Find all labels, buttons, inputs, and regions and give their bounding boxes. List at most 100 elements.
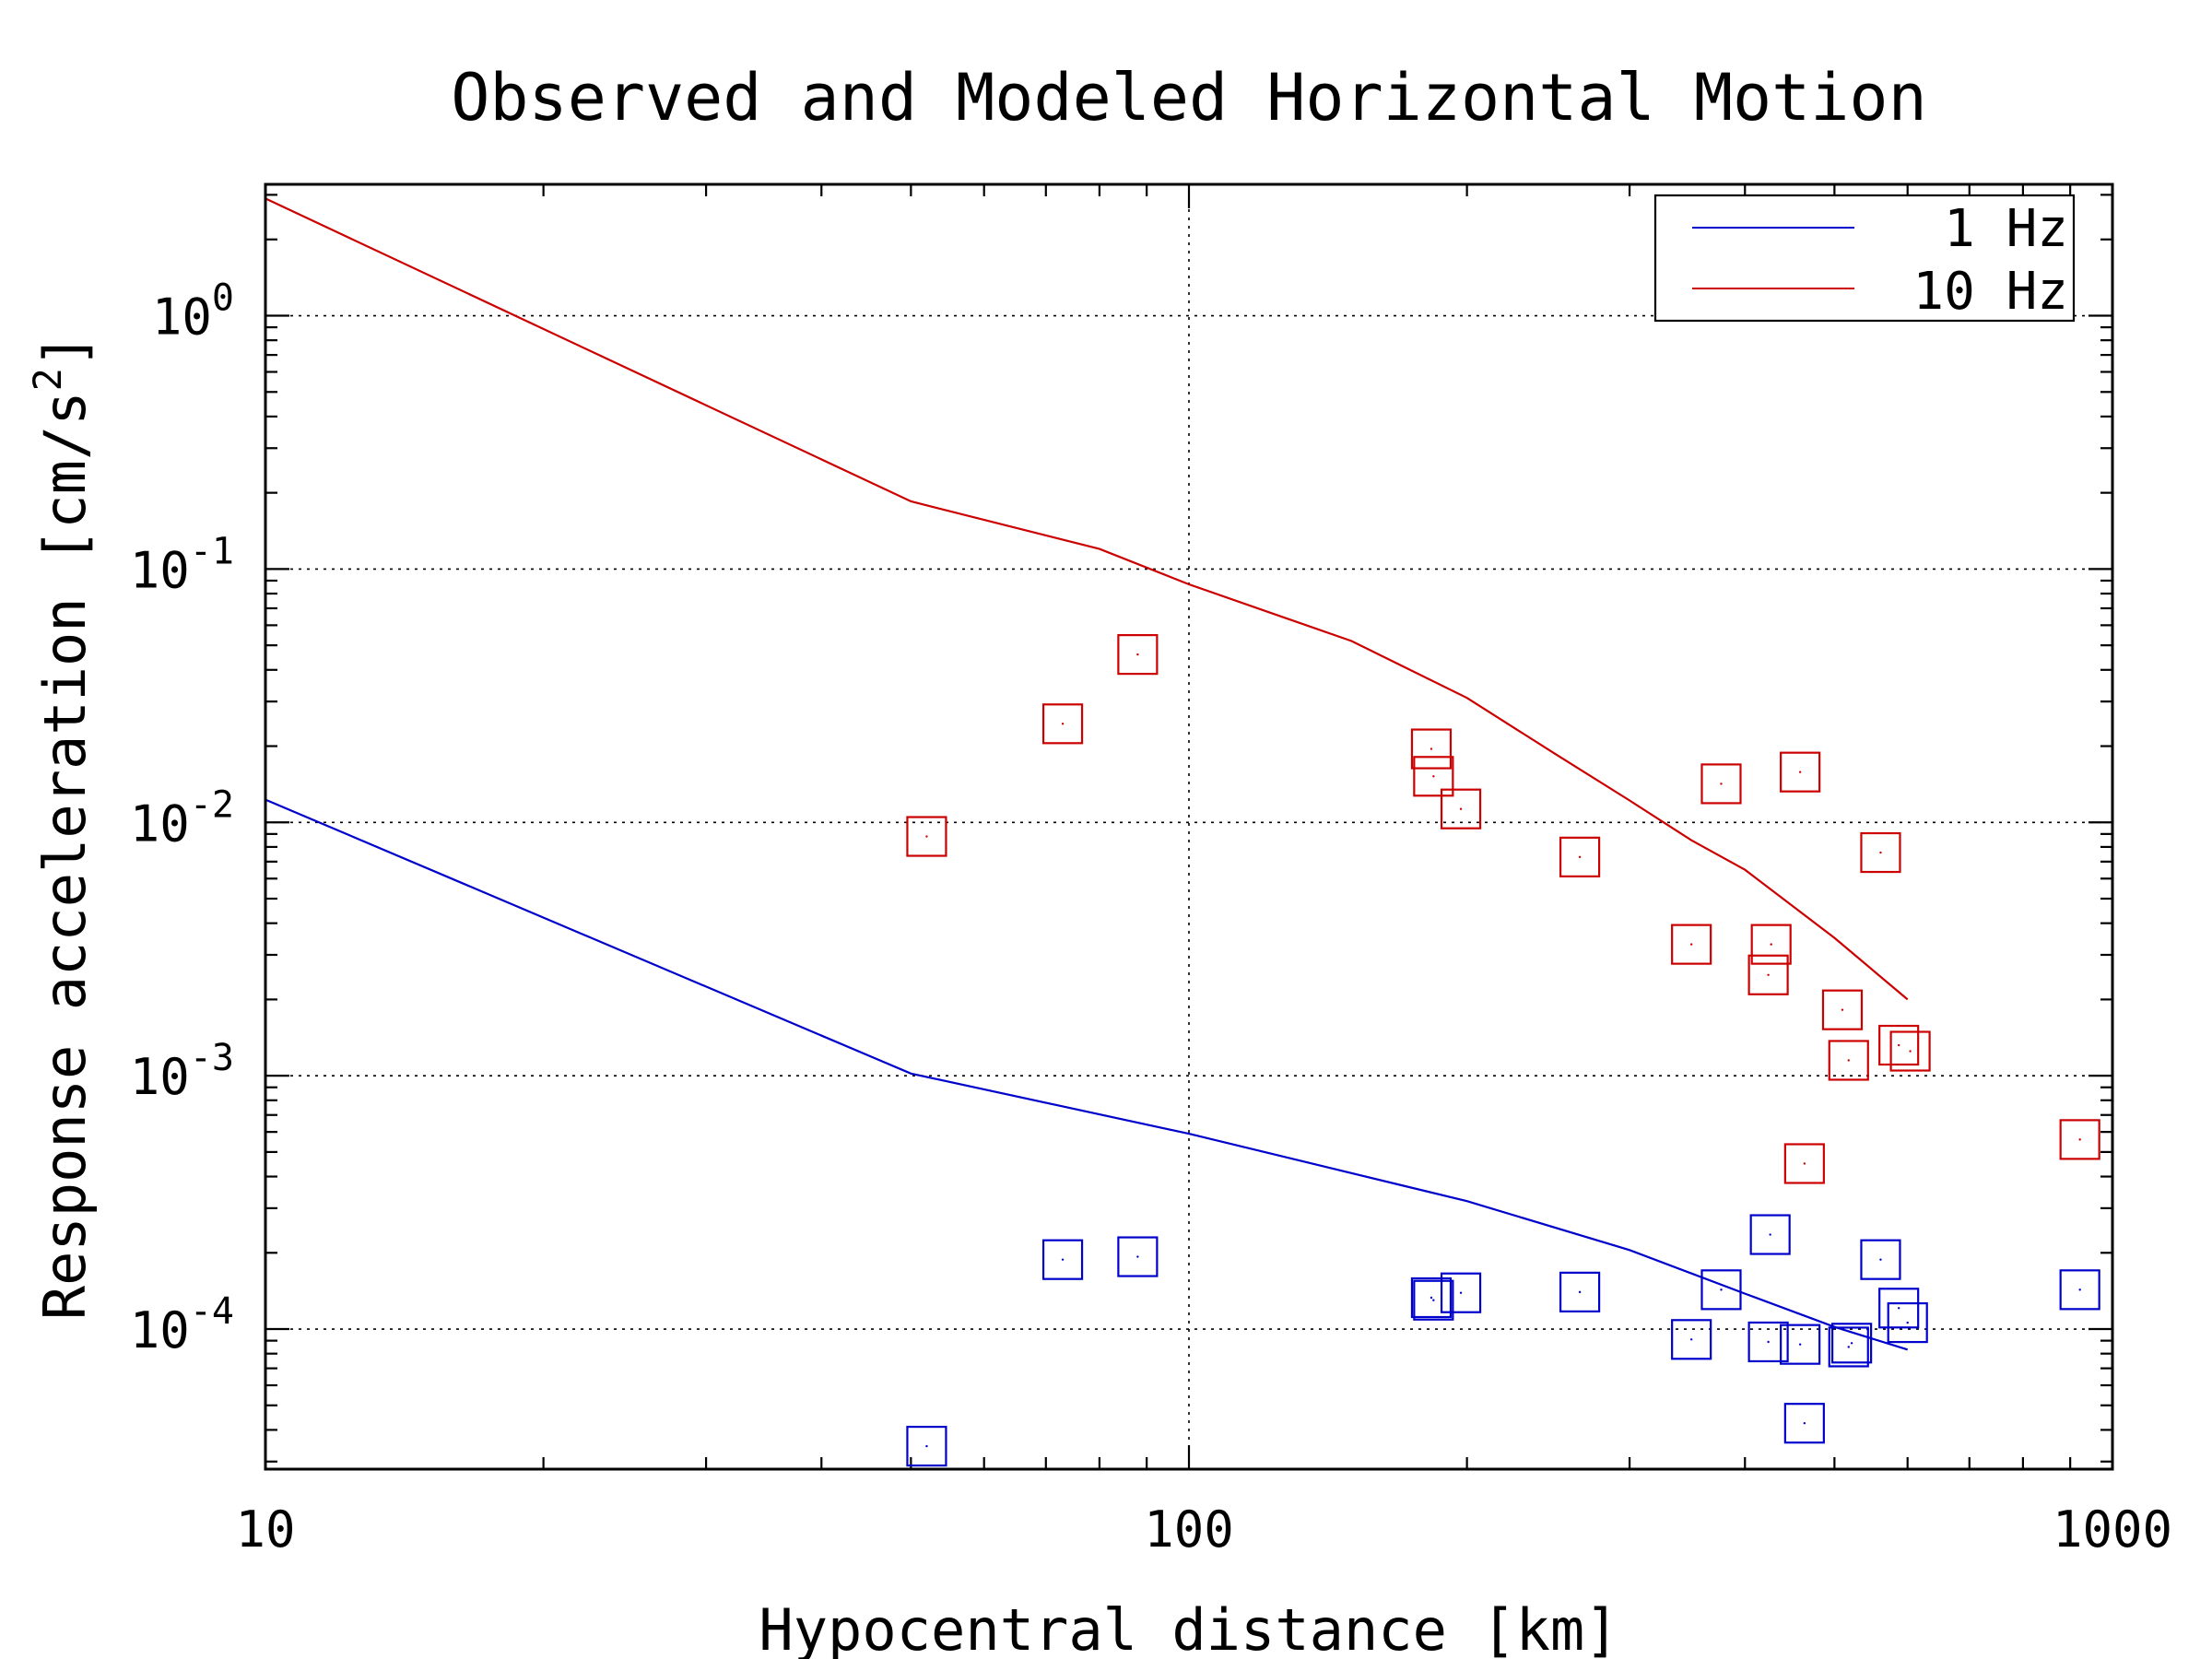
observed-point-10hz [906,816,947,857]
observed-point-10hz [1117,634,1159,676]
observed-point-1hz [1410,1277,1453,1319]
observed-point-10hz [1783,1143,1825,1184]
observed-point-1hz [1700,1269,1742,1311]
observed-point-1hz [906,1425,947,1467]
observed-point-1hz [1559,1271,1601,1312]
observed-point-center [1798,771,1802,773]
observed-point-10hz [1041,703,1084,745]
observed-point-center [1578,1290,1582,1294]
observed-point-10hz [1700,763,1742,805]
y-axis-label: Response acceleration [cm/s2] [25,334,99,1320]
observed-markers [906,634,2100,1467]
observed-point-1hz [1828,1326,1869,1368]
observed-point-10hz [1878,1024,1920,1066]
observed-point-center [1841,1008,1844,1011]
observed-point-1hz [1878,1288,1920,1329]
observed-point-1hz [1117,1236,1159,1277]
observed-point-center [1879,851,1882,854]
y-tick-label: 10-3 [130,1037,234,1106]
observed-point-center [1689,943,1693,946]
observed-point-10hz [1410,728,1453,770]
observed-point-center [1430,747,1433,750]
observed-point-1hz [1780,1324,1821,1365]
observed-point-1hz [1671,1319,1712,1360]
observed-point-center [1061,723,1065,725]
legend: 1 Hz 10 Hz [1653,194,2076,323]
observed-point-center [1879,1258,1882,1261]
observed-point-center [1850,1342,1853,1345]
observed-point-center [1767,973,1770,976]
observed-point-1hz [1831,1323,1873,1364]
observed-point-center [1767,1340,1770,1344]
observed-point-1hz [1440,1272,1482,1313]
x-axis-label: Hypocentral distance [km] [759,1596,1618,1659]
observed-point-center [1770,943,1772,946]
y-axis-label-text: Response acceleration [cm/s [31,391,99,1320]
observed-point-1hz [1747,1321,1789,1363]
observed-point-center [1459,1291,1463,1294]
observed-point-1hz [2059,1269,2100,1311]
observed-point-10hz [1828,1040,1869,1081]
observed-point-center [1906,1321,1909,1324]
observed-point-10hz [1860,831,1901,874]
observed-point-center [1136,1255,1139,1258]
observed-point-center [2078,1138,2081,1141]
observed-point-1hz [1783,1403,1825,1444]
plot-frame [264,182,2114,1471]
observed-point-center [1720,782,1723,785]
x-tick-label: 100 [1144,1500,1234,1559]
legend-label-10hz: 10 Hz [1912,262,2068,322]
x-tick-label: 1000 [2053,1500,2172,1559]
observed-point-center [1803,1162,1806,1165]
observed-point-center [1720,1288,1723,1291]
y-axis-label-sup: 2 [25,368,70,391]
model-line-1hz [265,798,1909,1351]
y-axis-label-group: Response acceleration [cm/s2] [25,334,99,1320]
legend-label-1hz: 1 Hz [1944,199,2068,259]
observed-point-10hz [1559,836,1601,877]
observed-point-center [1061,1258,1065,1261]
y-tick-label: 100 [152,277,234,347]
observed-point-10hz [2059,1119,2100,1160]
observed-point-10hz [1821,989,1864,1030]
observed-point-center [925,835,928,838]
y-tick-label: 10-4 [130,1290,234,1359]
observed-point-center [1459,807,1463,810]
y-tick-label: 10-1 [130,530,234,599]
observed-point-center [1897,1043,1900,1047]
grid-lines [265,184,2112,1469]
observed-point-center [1847,1346,1850,1348]
observed-point-1hz [1413,1279,1454,1321]
observed-point-center [1689,1338,1693,1341]
observed-point-center [1432,1299,1435,1301]
observed-point-center [2078,1288,2081,1291]
observed-point-center [1847,1059,1850,1062]
observed-point-10hz [1889,1030,1931,1072]
model-lines [265,197,1909,1351]
observed-point-center [1578,855,1582,859]
observed-point-10hz [1747,954,1789,995]
observed-point-10hz [1780,751,1821,793]
observed-point-center [1432,775,1435,778]
x-tick-label: 10 [235,1500,295,1559]
x-tick-labels: 10 100 1000 [235,1500,2172,1559]
observed-point-1hz [1887,1301,1928,1344]
observed-point-1hz [1860,1239,1901,1280]
model-line-10hz [265,197,1909,1001]
observed-point-center [1769,1233,1771,1236]
y-tick-labels: 100 10-1 10-2 10-3 10-4 [130,277,234,1360]
observed-point-center [925,1444,928,1448]
observed-point-center [1798,1343,1802,1346]
observed-point-10hz [1671,924,1712,965]
observed-point-center [1897,1307,1900,1310]
observed-point-center [1136,653,1139,656]
chart-title: Observed and Modeled Horizontal Motion [451,60,1926,135]
y-tick-label: 10-2 [130,783,234,853]
observed-point-center [1803,1421,1806,1425]
observed-point-10hz [1413,756,1454,797]
legend-box [1653,194,2076,323]
observed-point-center [1430,1296,1433,1300]
observed-point-10hz [1440,788,1482,830]
observed-point-center [1909,1050,1912,1053]
